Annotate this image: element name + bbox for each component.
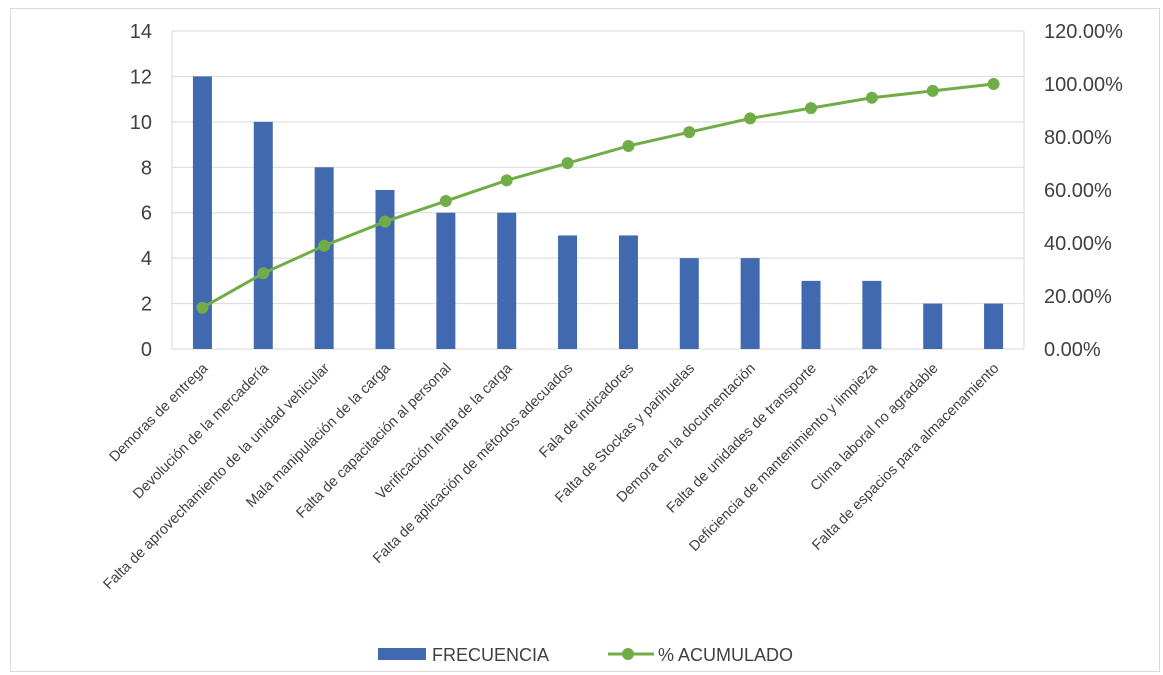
bar-series-frecuencia xyxy=(192,76,1004,349)
bar-frecuencia xyxy=(375,190,395,349)
point-acumulado xyxy=(439,195,452,208)
line-series-acumulado xyxy=(196,78,1000,314)
y-right-tick-label: 80.00% xyxy=(1044,127,1112,149)
bar-frecuencia xyxy=(253,121,273,349)
y-axis-right: 0.00% 20.00% 40.00% 60.00% 80.00% 100.00% 120.… xyxy=(1044,21,1123,361)
point-acumulado xyxy=(561,157,574,170)
y-right-tick-label: 120.00% xyxy=(1044,21,1123,43)
legend-label-frecuencia: FRECUENCIA xyxy=(432,645,549,665)
y-left-tick-label: 10 xyxy=(130,112,152,134)
bar-frecuencia xyxy=(679,258,699,349)
point-acumulado xyxy=(379,215,391,228)
y-right-tick-label: 40.00% xyxy=(1044,233,1112,255)
point-acumulado xyxy=(257,267,270,280)
point-acumulado xyxy=(318,239,331,252)
bar-frecuencia xyxy=(497,212,517,349)
legend: FRECUENCIA % ACUMULADO xyxy=(378,645,793,665)
y-right-tick-label: 60.00% xyxy=(1044,180,1112,202)
bar-frecuencia xyxy=(314,167,334,349)
point-acumulado xyxy=(622,139,635,152)
point-acumulado xyxy=(683,126,696,139)
y-left-tick-label: 14 xyxy=(130,21,152,43)
x-category-label: Clima laboral no agradable xyxy=(808,361,942,495)
bar-frecuencia xyxy=(192,76,212,349)
bar-frecuencia xyxy=(618,235,638,349)
point-acumulado xyxy=(196,301,209,314)
legend-marker-acumulado xyxy=(622,648,634,660)
point-acumulado xyxy=(865,91,878,104)
point-acumulado xyxy=(926,84,939,97)
bar-frecuencia xyxy=(862,280,882,349)
bar-frecuencia xyxy=(984,303,1004,349)
y-axis-left: 0 2 4 6 8 10 12 14 xyxy=(130,21,152,361)
y-left-tick-label: 6 xyxy=(141,203,152,225)
point-acumulado xyxy=(805,102,817,115)
y-right-tick-label: 20.00% xyxy=(1044,286,1112,308)
x-category-label: Demoras de entrega xyxy=(106,360,211,465)
gridlines xyxy=(171,30,1025,350)
bar-frecuencia xyxy=(436,212,456,349)
chart-frame xyxy=(10,8,1160,672)
y-left-tick-label: 4 xyxy=(141,248,152,270)
y-left-tick-label: 2 xyxy=(141,294,152,316)
line-acumulado xyxy=(201,82,994,310)
point-acumulado xyxy=(500,174,513,187)
bar-frecuencia xyxy=(923,303,943,349)
x-category-label: Falta de aprovechamiento de la unidad ve… xyxy=(100,360,333,593)
y-right-tick-label: 0.00% xyxy=(1044,339,1101,361)
y-left-tick-label: 0 xyxy=(141,339,152,361)
point-acumulado xyxy=(744,112,757,125)
legend-swatch-frecuencia xyxy=(378,648,426,660)
y-left-tick-label: 12 xyxy=(130,66,152,88)
legend-label-acumulado: % ACUMULADO xyxy=(658,645,793,665)
bar-frecuencia xyxy=(740,258,760,349)
y-left-tick-label: 8 xyxy=(141,157,152,179)
point-acumulado xyxy=(987,78,1000,90)
bar-frecuencia xyxy=(801,280,821,349)
bar-frecuencia xyxy=(558,235,578,349)
y-right-tick-label: 100.00% xyxy=(1044,74,1123,96)
